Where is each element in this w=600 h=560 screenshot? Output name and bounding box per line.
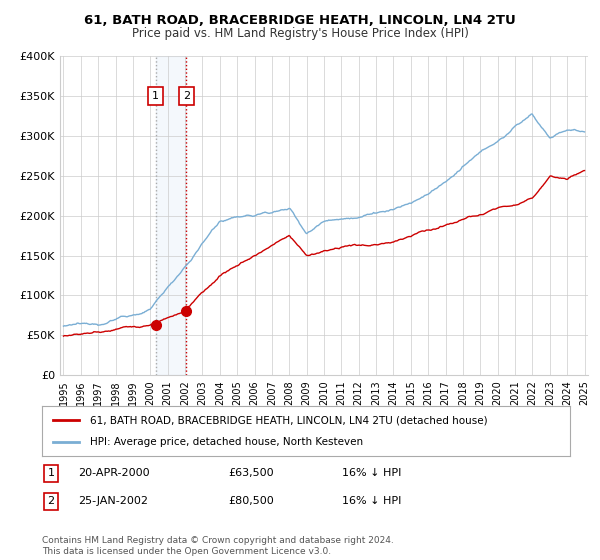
Text: 2: 2 (47, 496, 55, 506)
Text: 61, BATH ROAD, BRACEBRIDGE HEATH, LINCOLN, LN4 2TU: 61, BATH ROAD, BRACEBRIDGE HEATH, LINCOL… (84, 14, 516, 27)
Text: 2: 2 (183, 91, 190, 101)
Text: 25-JAN-2002: 25-JAN-2002 (78, 496, 148, 506)
Text: 1: 1 (152, 91, 159, 101)
Text: 20-APR-2000: 20-APR-2000 (78, 468, 149, 478)
Text: £63,500: £63,500 (228, 468, 274, 478)
Text: Price paid vs. HM Land Registry's House Price Index (HPI): Price paid vs. HM Land Registry's House … (131, 27, 469, 40)
Bar (155, 56, 186, 375)
Text: 1: 1 (47, 468, 55, 478)
Text: Contains HM Land Registry data © Crown copyright and database right 2024.
This d: Contains HM Land Registry data © Crown c… (42, 536, 394, 556)
Text: 16% ↓ HPI: 16% ↓ HPI (342, 496, 401, 506)
Text: £80,500: £80,500 (228, 496, 274, 506)
Text: 16% ↓ HPI: 16% ↓ HPI (342, 468, 401, 478)
Text: 61, BATH ROAD, BRACEBRIDGE HEATH, LINCOLN, LN4 2TU (detached house): 61, BATH ROAD, BRACEBRIDGE HEATH, LINCOL… (89, 415, 487, 425)
Text: HPI: Average price, detached house, North Kesteven: HPI: Average price, detached house, Nort… (89, 437, 362, 447)
